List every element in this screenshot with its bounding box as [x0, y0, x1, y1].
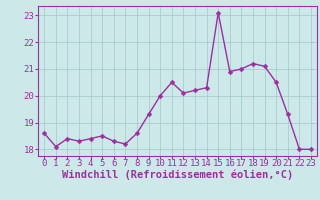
- X-axis label: Windchill (Refroidissement éolien,°C): Windchill (Refroidissement éolien,°C): [62, 169, 293, 180]
